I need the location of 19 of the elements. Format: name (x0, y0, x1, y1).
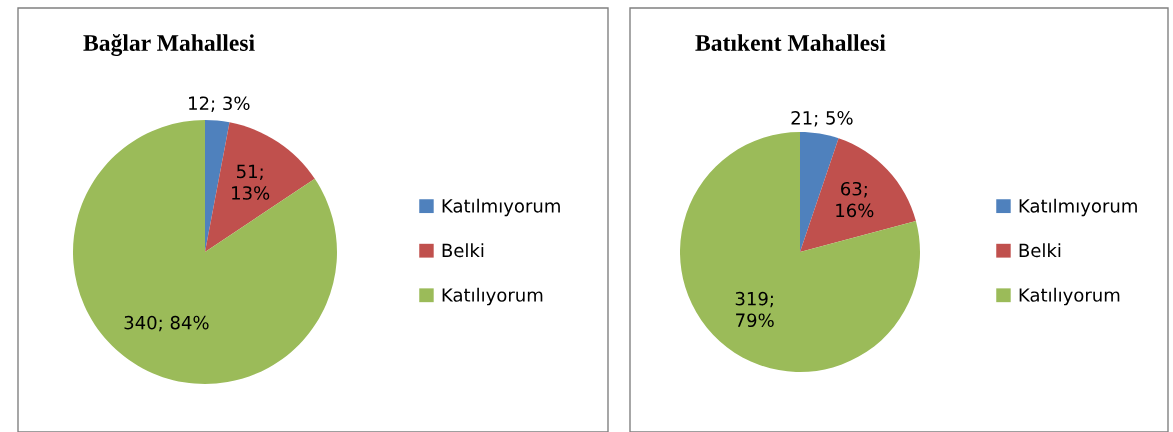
legend-label: Katılıyorum (1019, 287, 1120, 306)
pie-slice (73, 120, 337, 384)
pie-slice (680, 132, 920, 372)
pie-slice (205, 120, 230, 252)
chart-title: Batıkent Mahallesi (695, 34, 886, 51)
pie-slice (205, 122, 315, 252)
data-label: 340; 84% (124, 315, 209, 332)
data-label: 319; 79% (735, 291, 774, 328)
data-label: 12; 3% (189, 96, 250, 112)
pie-slice (800, 138, 916, 252)
data-label: 21; 5% (791, 110, 853, 127)
legend-label: Belki (1019, 243, 1061, 258)
data-label: 63; 16% (836, 181, 874, 218)
legend-label: Belki (442, 243, 484, 258)
data-label: 51; 13% (232, 164, 270, 200)
legend-label: Katılmıyorum (442, 198, 560, 217)
chart-title: Bağlar Mahallesi (83, 34, 255, 56)
legend-label: Katılmıyorum (1019, 198, 1137, 217)
legend-label: Katılıyorum (442, 287, 543, 306)
